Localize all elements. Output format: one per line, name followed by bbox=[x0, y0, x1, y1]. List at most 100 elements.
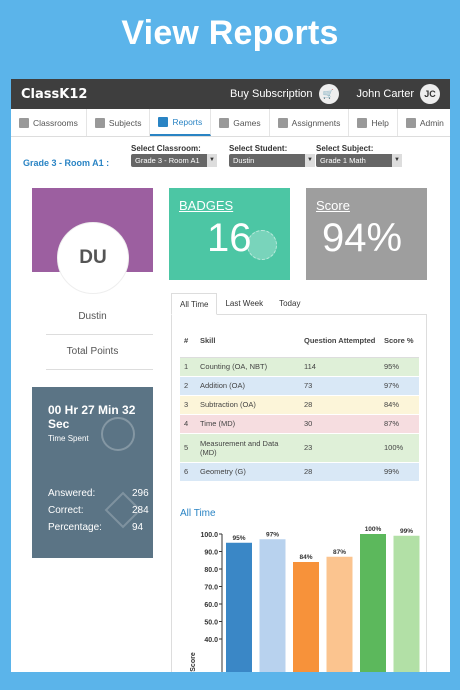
tab-label: Subjects bbox=[108, 117, 142, 128]
answered-row: Answered: 296 bbox=[48, 485, 149, 502]
row-attempted: 114 bbox=[300, 356, 380, 376]
clock-icon bbox=[101, 417, 135, 451]
tab-today[interactable]: Today bbox=[279, 299, 301, 308]
tab-label: Help bbox=[371, 117, 389, 128]
tab-games[interactable]: Games bbox=[211, 109, 270, 136]
row-skill: Counting (OA, NBT) bbox=[196, 356, 300, 376]
badges-card[interactable]: BADGES 16 bbox=[169, 188, 290, 280]
chevron-down-icon: ▼ bbox=[392, 154, 402, 167]
col-skill: Skill bbox=[196, 325, 300, 358]
percentage-value: 94 bbox=[132, 522, 144, 533]
gamepad-icon bbox=[219, 117, 230, 128]
tab-subjects[interactable]: Subjects bbox=[87, 109, 151, 136]
table-row: 5 Measurement and Data (MD) 23 100% bbox=[180, 432, 419, 462]
tab-label: Reports bbox=[172, 116, 203, 127]
divider bbox=[46, 334, 153, 335]
tab-label: Games bbox=[233, 117, 261, 128]
cart-icon: 🛒 bbox=[318, 84, 339, 104]
row-score: 97% bbox=[380, 375, 419, 395]
classroom-select[interactable]: Grade 3 - Room A1 ▼ bbox=[131, 154, 217, 167]
y-tick-label: 60.0 bbox=[204, 602, 218, 609]
time-spent-value: 00 Hr 27 Min 32 Sec bbox=[48, 403, 136, 431]
buy-subscription-button[interactable]: Buy Subscription 🛒 bbox=[230, 84, 339, 104]
bar bbox=[360, 534, 386, 672]
row-attempted: 73 bbox=[300, 375, 380, 395]
user-avatar: JC bbox=[420, 84, 440, 104]
subject-select[interactable]: Grade 1 Math ▼ bbox=[316, 154, 402, 167]
tab-assignments[interactable]: Assignments bbox=[270, 109, 350, 136]
main-nav: Classrooms Subjects Reports Games Assign… bbox=[11, 109, 450, 137]
badges-value: 16 bbox=[207, 216, 252, 260]
time-spent-card: 00 Hr 27 Min 32 Sec Time Spent Answered:… bbox=[32, 387, 153, 558]
bar bbox=[259, 539, 286, 672]
row-score: 95% bbox=[380, 356, 419, 376]
classroom-filter: Select Classroom: Grade 3 - Room A1 ▼ bbox=[131, 144, 217, 167]
student-name: Dustin bbox=[78, 311, 107, 322]
student-label: Select Student: bbox=[229, 144, 288, 153]
row-attempted: 23 bbox=[300, 432, 380, 462]
table-row: 3 Subtraction (OA) 28 84% bbox=[180, 394, 419, 414]
row-attempted: 28 bbox=[300, 461, 380, 481]
row-score: 100% bbox=[380, 432, 419, 462]
tab-all-time[interactable]: All Time bbox=[171, 293, 218, 315]
score-value: 94% bbox=[322, 216, 403, 260]
tab-classrooms[interactable]: Classrooms bbox=[11, 109, 87, 136]
row-number: 4 bbox=[180, 413, 196, 433]
table-header-row: # Skill Question Attempted Score % bbox=[180, 325, 419, 358]
score-bar-chart: 100.0 90.0 80.0 70.0 60.0 50.0 40.0 Score 95% 97%… bbox=[190, 526, 420, 672]
y-tick-label: 80.0 bbox=[204, 567, 218, 574]
buy-label: Buy Subscription bbox=[229, 88, 313, 100]
bar bbox=[326, 556, 353, 672]
table-row: 6 Geometry (G) 28 99% bbox=[180, 461, 419, 481]
classroom-icon bbox=[19, 117, 29, 128]
row-score: 99% bbox=[380, 461, 419, 481]
y-tick-label: 70.0 bbox=[204, 585, 218, 592]
tab-admin[interactable]: Admin bbox=[398, 109, 450, 136]
col-attempted: Question Attempted bbox=[300, 325, 380, 358]
score-card[interactable]: Score 94% bbox=[306, 188, 427, 280]
user-menu[interactable]: John Carter JC bbox=[357, 84, 440, 104]
bar-data-label: 100% bbox=[365, 526, 382, 533]
bar-data-label: 87% bbox=[333, 549, 346, 556]
row-skill: Time (MD) bbox=[196, 413, 300, 433]
report-icon bbox=[158, 116, 169, 127]
row-number: 5 bbox=[180, 432, 196, 462]
filter-bar: Grade 3 - Room A1 : Select Classroom: Gr… bbox=[11, 144, 450, 174]
tab-last-week[interactable]: Last Week bbox=[225, 299, 264, 308]
classroom-value: Grade 3 - Room A1 bbox=[135, 156, 200, 165]
row-skill: Measurement and Data (MD) bbox=[196, 432, 300, 462]
row-number: 6 bbox=[180, 461, 196, 481]
bar-data-label: 99% bbox=[400, 528, 413, 535]
tab-label: Classrooms bbox=[33, 117, 78, 128]
correct-row: Correct: 284 bbox=[48, 502, 149, 519]
score-title[interactable]: Score bbox=[316, 198, 350, 213]
trophy-icon bbox=[247, 230, 277, 260]
logo-text: ClassK12 bbox=[21, 86, 88, 102]
row-attempted: 30 bbox=[300, 413, 380, 433]
subject-value: Grade 1 Math bbox=[320, 156, 366, 165]
bar-data-label: 97% bbox=[266, 531, 279, 538]
answered-label: Answered: bbox=[48, 488, 96, 499]
app-window: ClassK12 Buy Subscription 🛒 John Carter … bbox=[11, 79, 450, 672]
room-title: Grade 3 - Room A1 : bbox=[23, 158, 110, 168]
badges-title[interactable]: BADGES bbox=[179, 198, 234, 213]
correct-label: Correct: bbox=[48, 505, 84, 516]
table-row: 1 Counting (OA, NBT) 114 95% bbox=[180, 356, 419, 376]
row-score: 84% bbox=[380, 394, 419, 414]
student-value: Dustin bbox=[233, 156, 255, 165]
skills-table: # Skill Question Attempted Score % 1 Coun… bbox=[180, 325, 419, 481]
chevron-down-icon: ▼ bbox=[305, 154, 315, 167]
bar bbox=[293, 562, 319, 672]
tab-label: Admin bbox=[419, 117, 444, 128]
bar-data-label: 84% bbox=[299, 554, 312, 561]
answer-stats: Answered: 296 Correct: 284 Percentage: 94 bbox=[48, 485, 149, 536]
tab-reports[interactable]: Reports bbox=[150, 109, 212, 136]
tab-help[interactable]: Help bbox=[349, 109, 398, 136]
row-skill: Geometry (G) bbox=[196, 461, 300, 481]
row-number: 3 bbox=[180, 394, 196, 414]
student-select[interactable]: Dustin ▼ bbox=[229, 154, 315, 167]
bar bbox=[393, 535, 420, 672]
row-skill: Subtraction (OA) bbox=[196, 394, 300, 414]
row-attempted: 28 bbox=[300, 394, 380, 414]
classk12-logo[interactable]: ClassK12 bbox=[21, 87, 87, 102]
